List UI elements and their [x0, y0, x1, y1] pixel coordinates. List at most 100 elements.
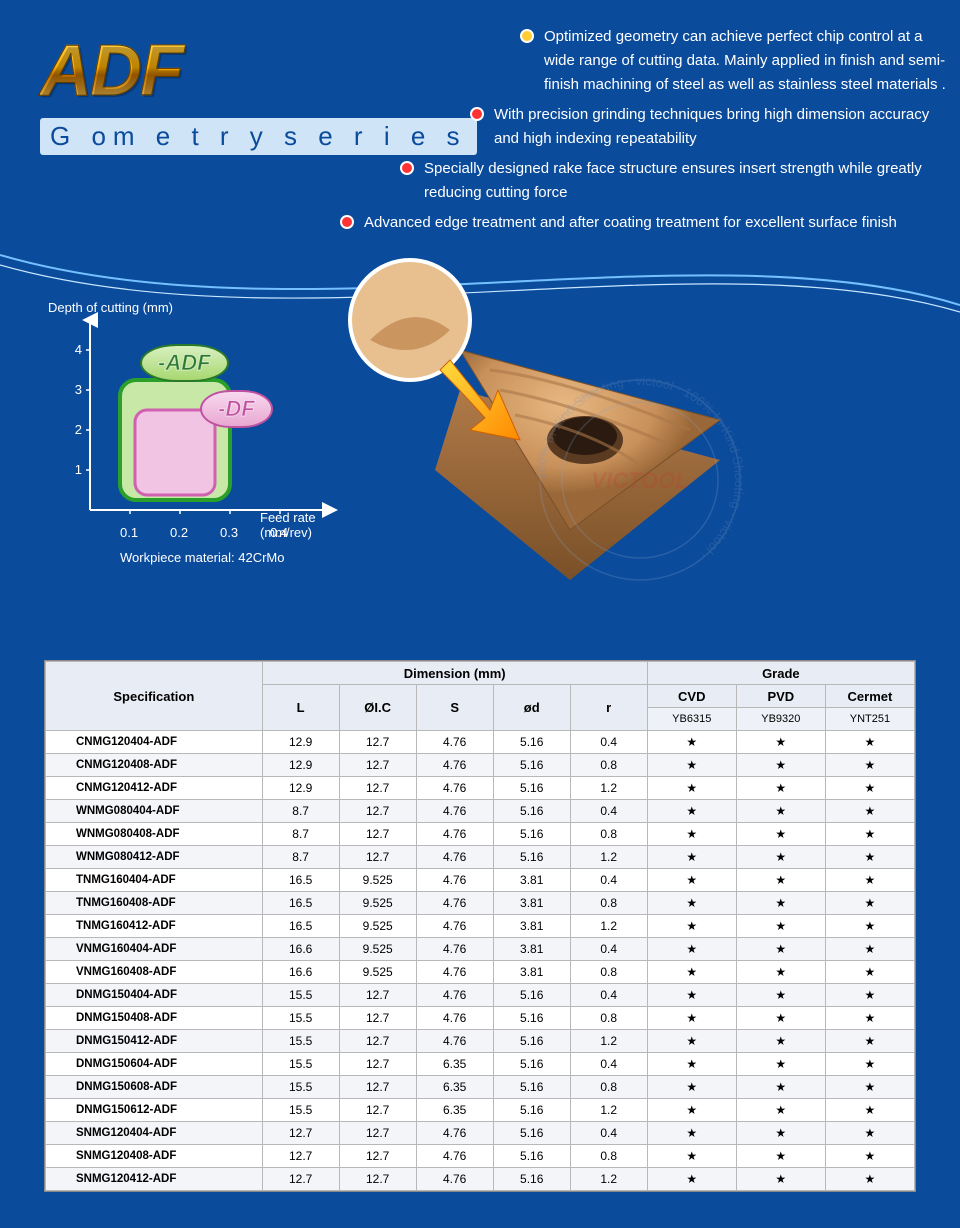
cell-grade: ★: [647, 846, 736, 869]
cell-dim: 12.7: [339, 777, 416, 800]
cell-dim: 3.81: [493, 961, 570, 984]
cell-grade: ★: [736, 846, 825, 869]
th-pvd: PVD: [736, 685, 825, 708]
th-r: r: [570, 685, 647, 731]
xtick-3: 0.3: [220, 525, 238, 540]
cell-dim: 0.8: [570, 892, 647, 915]
cell-grade: ★: [647, 915, 736, 938]
cell-grade: ★: [825, 1030, 914, 1053]
cell-spec: SNMG120408-ADF: [46, 1145, 263, 1168]
cell-dim: 12.9: [262, 731, 339, 754]
cell-dim: 12.7: [339, 846, 416, 869]
cell-dim: 12.7: [339, 1076, 416, 1099]
cell-dim: 3.81: [493, 892, 570, 915]
cell-dim: 4.76: [416, 1145, 493, 1168]
cell-grade: ★: [825, 984, 914, 1007]
cell-dim: 5.16: [493, 823, 570, 846]
cell-grade: ★: [647, 938, 736, 961]
region-badge-adf: -ADF: [140, 344, 229, 382]
table-row: SNMG120408-ADF12.712.74.765.160.8★★★: [46, 1145, 915, 1168]
cell-grade: ★: [647, 961, 736, 984]
cell-dim: 0.4: [570, 984, 647, 1007]
cell-dim: 6.35: [416, 1053, 493, 1076]
cell-dim: 16.6: [262, 938, 339, 961]
th-cvd: CVD: [647, 685, 736, 708]
cell-grade: ★: [825, 846, 914, 869]
cell-dim: 4.76: [416, 984, 493, 1007]
cell-grade: ★: [825, 777, 914, 800]
cell-grade: ★: [647, 1099, 736, 1122]
cell-dim: 5.16: [493, 731, 570, 754]
cell-dim: 4.76: [416, 869, 493, 892]
cell-grade: ★: [736, 1122, 825, 1145]
table-row: SNMG120404-ADF12.712.74.765.160.4★★★: [46, 1122, 915, 1145]
table-row: TNMG160404-ADF16.59.5254.763.810.4★★★: [46, 869, 915, 892]
cell-grade: ★: [647, 1053, 736, 1076]
cell-dim: 5.16: [493, 754, 570, 777]
bullet-icon: [520, 29, 534, 43]
cell-dim: 0.4: [570, 1053, 647, 1076]
cell-spec: CNMG120408-ADF: [46, 754, 263, 777]
cell-grade: ★: [736, 915, 825, 938]
cell-dim: 12.7: [339, 1099, 416, 1122]
bullet-row: With precision grinding techniques bring…: [470, 103, 950, 151]
cell-dim: 4.76: [416, 1122, 493, 1145]
cell-spec: SNMG120404-ADF: [46, 1122, 263, 1145]
cell-grade: ★: [647, 800, 736, 823]
table-row: VNMG160404-ADF16.69.5254.763.810.4★★★: [46, 938, 915, 961]
cell-grade: ★: [825, 1099, 914, 1122]
cell-dim: 15.5: [262, 1030, 339, 1053]
table-row: WNMG080408-ADF8.712.74.765.160.8★★★: [46, 823, 915, 846]
ytick-1: 1: [64, 462, 82, 477]
table-row: CNMG120408-ADF12.912.74.765.160.8★★★: [46, 754, 915, 777]
cell-dim: 8.7: [262, 800, 339, 823]
cell-grade: ★: [825, 731, 914, 754]
xtick-2: 0.2: [170, 525, 188, 540]
cell-grade: ★: [647, 892, 736, 915]
cell-dim: 9.525: [339, 915, 416, 938]
cell-dim: 5.16: [493, 1053, 570, 1076]
spec-table: Specification Dimension (mm) Grade L ØI.…: [45, 661, 915, 1191]
cell-dim: 3.81: [493, 915, 570, 938]
cell-grade: ★: [647, 984, 736, 1007]
xtick-1: 0.1: [120, 525, 138, 540]
cell-dim: 3.81: [493, 869, 570, 892]
table-row: SNMG120412-ADF12.712.74.765.161.2★★★: [46, 1168, 915, 1191]
cell-dim: 16.5: [262, 892, 339, 915]
bullet-text: Optimized geometry can achieve perfect c…: [544, 25, 950, 97]
cell-grade: ★: [736, 984, 825, 1007]
cell-dim: 6.35: [416, 1076, 493, 1099]
bullet-text: Specially designed rake face structure e…: [424, 157, 950, 205]
cell-dim: 15.5: [262, 984, 339, 1007]
watermark-center-text: VICTOOL: [591, 468, 688, 493]
cell-grade: ★: [647, 1122, 736, 1145]
cell-spec: CNMG120412-ADF: [46, 777, 263, 800]
cell-dim: 1.2: [570, 846, 647, 869]
cell-dim: 5.16: [493, 800, 570, 823]
cell-grade: ★: [825, 869, 914, 892]
cell-dim: 16.5: [262, 869, 339, 892]
table-row: CNMG120412-ADF12.912.74.765.161.2★★★: [46, 777, 915, 800]
cell-grade: ★: [825, 1076, 914, 1099]
region-badge-df: -DF: [200, 390, 273, 428]
cell-dim: 4.76: [416, 1168, 493, 1191]
chart-xlabel: Feed rate (mm/rev): [260, 510, 350, 540]
th-dim-group: Dimension (mm): [262, 662, 647, 685]
cell-dim: 0.8: [570, 823, 647, 846]
table-row: DNMG150404-ADF15.512.74.765.160.4★★★: [46, 984, 915, 1007]
cell-dim: 12.7: [339, 823, 416, 846]
cell-spec: WNMG080412-ADF: [46, 846, 263, 869]
cell-spec: DNMG150404-ADF: [46, 984, 263, 1007]
cell-dim: 0.4: [570, 938, 647, 961]
th-yb6315: YB6315: [647, 708, 736, 731]
th-yb9320: YB9320: [736, 708, 825, 731]
cell-grade: ★: [736, 754, 825, 777]
cell-grade: ★: [647, 823, 736, 846]
cell-dim: 4.76: [416, 961, 493, 984]
cell-dim: 12.7: [339, 1122, 416, 1145]
cell-dim: 12.7: [339, 800, 416, 823]
table-row: DNMG150408-ADF15.512.74.765.160.8★★★: [46, 1007, 915, 1030]
cell-grade: ★: [647, 777, 736, 800]
cell-grade: ★: [736, 1076, 825, 1099]
cell-grade: ★: [647, 1030, 736, 1053]
